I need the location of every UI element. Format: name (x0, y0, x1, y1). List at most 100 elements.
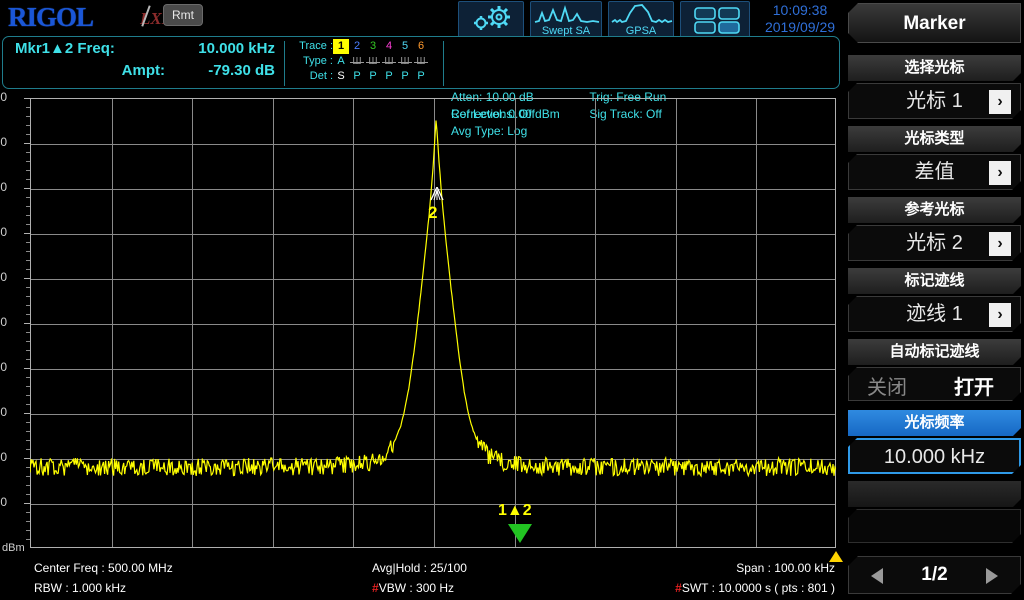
marker-ampt-value: -79.30 dB (208, 62, 275, 79)
y-axis-minor-tick (26, 476, 30, 477)
type-row-key: Type : (303, 55, 333, 67)
y-axis-minor-tick (26, 539, 30, 540)
y-axis-minor-tick (26, 431, 30, 432)
y-axis-minor-tick (26, 377, 30, 378)
sidebar-title: Marker (848, 3, 1021, 43)
y-axis-minor-tick (26, 287, 30, 288)
sidebar-head-marker-freq: 光标频率 (848, 410, 1021, 436)
y-axis-tick-mark (24, 413, 30, 414)
y-axis-minor-tick (26, 170, 30, 171)
trace-number-3[interactable]: 3 (369, 40, 377, 52)
peak-waveform-icon (611, 4, 673, 24)
trace-number-1[interactable]: 1 (333, 39, 349, 54)
sidebar-item-select-marker[interactable]: 光标 1 › (848, 83, 1021, 119)
trace-type-2: Ш (349, 54, 365, 69)
sidebar-head-ref-marker: 参考光标 (848, 197, 1021, 223)
y-axis-minor-tick (26, 125, 30, 126)
grid-line-horizontal (31, 189, 835, 190)
trace-type-3: Ш (365, 54, 381, 69)
marker-freq-value: 10.000 kHz (198, 40, 275, 57)
sidebar-blank-slot[interactable] (848, 509, 1021, 543)
y-axis-minor-tick (26, 341, 30, 342)
y-axis-tick-mark (24, 233, 30, 234)
y-axis-tick-label: 0 (0, 90, 7, 104)
swept-sa-label: Swept SA (541, 25, 591, 37)
avg-hold-value: Avg|Hold : 25/100 (372, 561, 467, 575)
plot-grid (30, 98, 836, 548)
marker-1-delta-label: 1▲2 (498, 502, 532, 519)
sidebar-item-marker-trace[interactable]: 迹线 1 › (848, 296, 1021, 332)
settings-button[interactable] (458, 1, 524, 39)
y-axis-tick-label: -60 (0, 360, 7, 374)
toggle-option-on[interactable]: 打开 (954, 377, 994, 399)
ref-level-value: Ref Level: 0.00 dBm (451, 107, 560, 121)
chevron-right-icon: › (989, 161, 1011, 185)
grid-line-horizontal (31, 324, 835, 325)
grid-line-horizontal (31, 504, 835, 505)
marker-ampt-label: Ampt: (121, 62, 165, 79)
y-axis-minor-tick (26, 359, 30, 360)
sidebar-head-marker-trace: 标记迹线 (848, 268, 1021, 294)
y-axis-tick-mark (24, 458, 30, 459)
sidebar-value-select-marker: 光标 1 (906, 90, 963, 112)
trace-number-4[interactable]: 4 (385, 40, 393, 52)
gpsa-mode-button[interactable]: GPSA (608, 1, 674, 39)
sidebar-item-auto-marker-trace[interactable]: 关闭 打开 (848, 367, 1021, 401)
trace-number-6[interactable]: 6 (417, 40, 425, 52)
trace-type-6: Ш (413, 54, 429, 69)
y-axis-minor-tick (26, 521, 30, 522)
swept-sa-mode-button[interactable]: Swept SA (530, 1, 602, 39)
grid-line-vertical (192, 99, 193, 547)
sidebar-item-marker-type[interactable]: 差值 › (848, 154, 1021, 190)
y-axis-minor-tick (26, 161, 30, 162)
gears-icon (474, 6, 510, 30)
trace-number-2[interactable]: 2 (353, 40, 361, 52)
sidebar-menu: Marker 选择光标 光标 1 › 光标类型 差值 › 参考光标 光标 2 ›… (845, 0, 1024, 600)
spectrum-plot[interactable]: 0 -10 -20 -30 -40 -50 -60 -70 -80 -90 dBm 2 1▲2 (0, 90, 845, 555)
y-axis-tick-label: -20 (0, 180, 7, 194)
sidebar-item-marker-freq[interactable]: 10.000 kHz (848, 438, 1021, 474)
y-axis-minor-tick (26, 242, 30, 243)
toggle-option-off[interactable]: 关闭 (867, 377, 907, 399)
grid-line-horizontal (31, 144, 835, 145)
y-axis-minor-tick (26, 224, 30, 225)
trace-number-5[interactable]: 5 (401, 40, 409, 52)
marker-1-delta-triangle (508, 524, 532, 543)
y-axis-minor-tick (26, 422, 30, 423)
y-axis-tick-label: -90 (0, 495, 7, 509)
y-axis-minor-tick (26, 152, 30, 153)
y-axis-tick-label: -30 (0, 225, 7, 239)
y-axis-minor-tick (26, 179, 30, 180)
swt-value: SWT : 10.0000 s ( pts : 801 ) (681, 581, 835, 595)
y-axis-tick-mark (24, 278, 30, 279)
y-axis-minor-tick (26, 215, 30, 216)
y-axis-minor-tick (26, 485, 30, 486)
chevron-right-icon: › (989, 303, 1011, 327)
y-axis-minor-tick (26, 251, 30, 252)
corrections-value: Corrections: Off (451, 107, 535, 121)
y-axis-minor-tick (26, 134, 30, 135)
atten-value: Atten: 10.00 dB (451, 90, 534, 104)
clock-date: 2019/09/29 (764, 19, 836, 35)
page-prev-icon[interactable] (871, 568, 883, 584)
sidebar-pagination[interactable]: 1/2 (848, 556, 1021, 594)
grid-line-vertical (434, 99, 435, 547)
trace-detector-6: P (417, 70, 425, 82)
trace-polyline (30, 120, 836, 478)
y-axis-minor-tick (26, 314, 30, 315)
y-axis-tick-mark (24, 368, 30, 369)
y-axis-tick-label: -40 (0, 270, 7, 284)
sidebar-item-ref-marker[interactable]: 光标 2 › (848, 225, 1021, 261)
page-next-icon[interactable] (986, 568, 998, 584)
y-axis-tick-mark (24, 503, 30, 504)
gpsa-label: GPSA (625, 25, 657, 37)
trace-detector-3: P (369, 70, 377, 82)
tiles-layout-button[interactable] (680, 1, 750, 39)
grid-line-vertical (112, 99, 113, 547)
spectrum-waveform-icon (534, 4, 600, 23)
trig-value: Trig: Free Run (589, 90, 667, 104)
marker-2-label: 2 (428, 203, 438, 222)
sig-track-value: Sig Track: Off (589, 107, 662, 121)
trace-1-waveform (30, 120, 836, 478)
